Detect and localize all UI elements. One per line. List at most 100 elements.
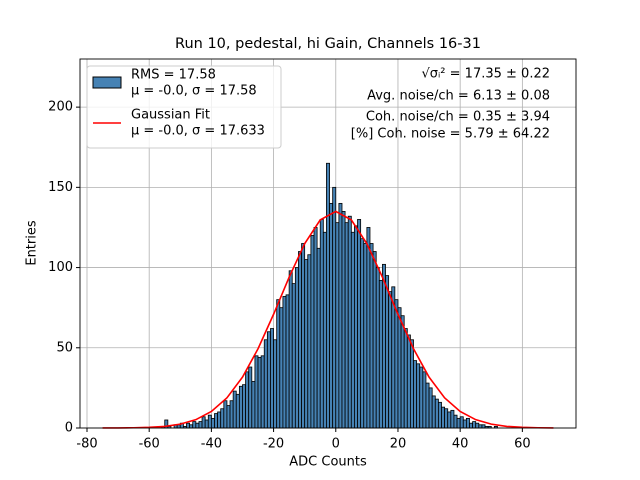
- bar: [419, 366, 424, 429]
- overlay: -80 -60 -40 -20 0 20 40 60 0 50 100 150 200 RMS = 17.…: [48, 58, 577, 452]
- bar: [416, 363, 421, 429]
- bar: [366, 227, 371, 429]
- bar: [226, 405, 231, 429]
- bar: [388, 291, 393, 429]
- bar: [335, 222, 340, 429]
- bar: [447, 411, 452, 429]
- x-axis-label: ADC Counts: [289, 455, 367, 470]
- bar: [282, 296, 287, 429]
- bar: [459, 416, 464, 429]
- bar: [403, 328, 408, 429]
- bar: [410, 339, 414, 429]
- bar: [257, 357, 262, 429]
- bar: [406, 334, 411, 429]
- bar: [391, 286, 396, 429]
- bar: [276, 299, 281, 429]
- y-tick-label: 50: [56, 340, 73, 355]
- bar: [254, 355, 259, 429]
- bar: [251, 381, 256, 429]
- bar: [192, 421, 197, 429]
- bar: [425, 382, 430, 429]
- bar: [456, 417, 461, 429]
- bar: [413, 360, 418, 429]
- x-tick-label: -80: [76, 437, 97, 452]
- annotation: Avg. noise/ch = 6.13 ± 0.08: [367, 89, 550, 104]
- x-tick-label: -60: [139, 437, 160, 452]
- bar: [360, 238, 365, 429]
- bar: [481, 424, 486, 429]
- bar: [304, 259, 309, 429]
- bar: [372, 251, 377, 429]
- bar: [428, 387, 433, 429]
- bar: [422, 371, 427, 429]
- bar: [229, 400, 234, 429]
- bar: [350, 231, 355, 429]
- bar: [316, 247, 321, 429]
- annotation: √σᵢ² = 17.35 ± 0.22: [421, 67, 550, 82]
- plot-area: [102, 162, 554, 429]
- bar: [369, 243, 374, 429]
- bar: [310, 235, 315, 429]
- bar: [357, 219, 362, 429]
- bar: [465, 417, 470, 429]
- bar: [263, 339, 268, 429]
- bar: [341, 211, 346, 429]
- bar: [273, 339, 278, 429]
- bar: [332, 186, 337, 429]
- bar: [431, 395, 436, 429]
- bar: [478, 424, 483, 429]
- chart-title: Run 10, pedestal, hi Gain, Channels 16-3…: [175, 36, 481, 52]
- bar: [232, 390, 237, 429]
- bar: [475, 422, 480, 429]
- bar: [288, 270, 293, 429]
- x-tick-label: 0: [332, 437, 340, 452]
- bar: [434, 398, 439, 429]
- bar: [291, 283, 296, 429]
- x-tick-label: 40: [452, 437, 469, 452]
- x-tick-label: -40: [201, 437, 222, 452]
- bar: [313, 227, 318, 429]
- bar: [201, 416, 206, 429]
- axes-frame: [79, 58, 577, 429]
- bar: [301, 243, 306, 429]
- y-tick-label: 100: [48, 260, 73, 275]
- bar: [319, 219, 324, 429]
- x-tick-label: -20: [263, 437, 284, 452]
- legend-label: μ = -0.0, σ = 17.58: [131, 84, 257, 99]
- annotation: [%] Coh. noise = 5.79 ± 64.22: [351, 127, 550, 142]
- bar: [326, 162, 330, 429]
- bar: [469, 422, 474, 429]
- legend-label: Gaussian Fit: [131, 108, 210, 123]
- bar: [444, 408, 449, 429]
- bar: [248, 366, 253, 429]
- bar: [245, 371, 250, 429]
- legend-box: [86, 65, 282, 149]
- bar: [186, 422, 191, 429]
- bar: [347, 215, 352, 429]
- bar: [189, 424, 194, 429]
- bar: [204, 419, 209, 429]
- legend-label: RMS = 17.58: [131, 68, 216, 83]
- bar: [198, 421, 203, 429]
- annotation: Coh. noise/ch = 0.35 ± 3.94: [366, 110, 550, 125]
- bar: [307, 254, 312, 429]
- bar: [397, 307, 402, 429]
- bar: [195, 422, 200, 429]
- y-tick-label: 200: [48, 100, 73, 115]
- y-tick-label: 0: [65, 421, 73, 436]
- bar: [217, 411, 222, 429]
- bar: [270, 328, 274, 429]
- legend-label: μ = -0.0, σ = 17.633: [131, 124, 265, 139]
- bar: [450, 409, 455, 429]
- bar: [279, 307, 284, 429]
- bar: [285, 294, 290, 429]
- bar: [223, 400, 228, 429]
- bar: [235, 393, 240, 429]
- bar: [266, 331, 271, 429]
- bar: [375, 267, 380, 429]
- fit-line: [102, 210, 554, 429]
- bar: [329, 202, 334, 429]
- x-tick-label: 20: [390, 437, 407, 452]
